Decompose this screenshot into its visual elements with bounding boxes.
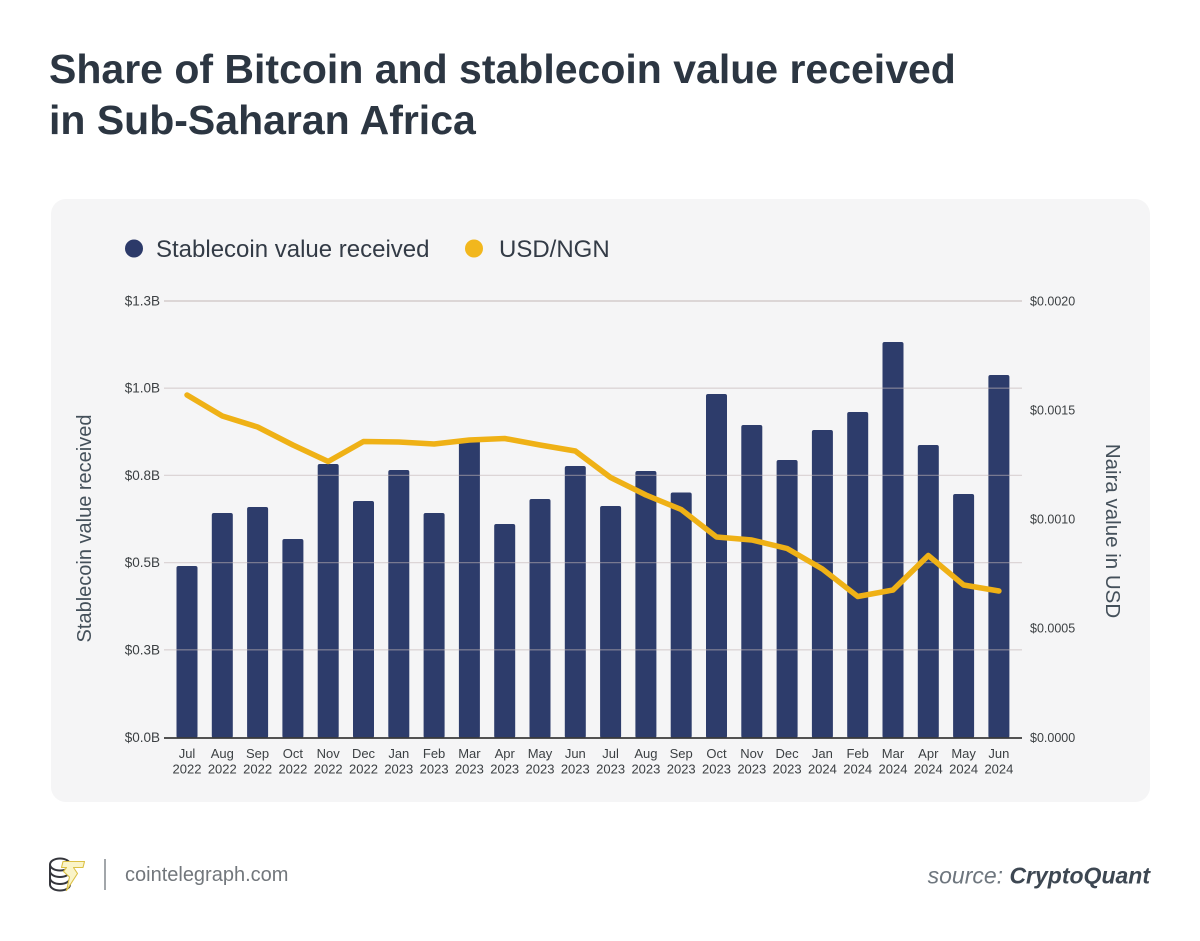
svg-text:Nov: Nov — [317, 746, 341, 761]
svg-text:Feb: Feb — [423, 746, 445, 761]
svg-text:2023: 2023 — [420, 762, 449, 777]
svg-text:Oct: Oct — [283, 746, 304, 761]
svg-text:2024: 2024 — [879, 762, 908, 777]
svg-text:2023: 2023 — [526, 762, 555, 777]
svg-text:2024: 2024 — [808, 762, 837, 777]
svg-text:2024: 2024 — [984, 762, 1013, 777]
svg-text:2022: 2022 — [278, 762, 307, 777]
svg-text:Dec: Dec — [776, 746, 800, 761]
svg-text:Feb: Feb — [846, 746, 868, 761]
svg-text:Stablecoin value received: Stablecoin value received — [156, 236, 430, 263]
svg-text:2022: 2022 — [173, 762, 202, 777]
svg-text:Aug: Aug — [211, 746, 234, 761]
svg-text:2023: 2023 — [561, 762, 590, 777]
svg-text:$0.0015: $0.0015 — [1030, 404, 1075, 418]
svg-text:2023: 2023 — [596, 762, 625, 777]
svg-text:$0.0020: $0.0020 — [1030, 295, 1075, 309]
svg-text:Sep: Sep — [246, 746, 269, 761]
svg-text:$0.0010: $0.0010 — [1030, 513, 1075, 527]
svg-text:Jul: Jul — [602, 746, 619, 761]
svg-text:Sep: Sep — [670, 746, 693, 761]
svg-text:Oct: Oct — [706, 746, 727, 761]
svg-text:Apr: Apr — [495, 746, 516, 761]
svg-text:2022: 2022 — [314, 762, 343, 777]
svg-text:$0.8B: $0.8B — [125, 468, 160, 483]
svg-text:2023: 2023 — [631, 762, 660, 777]
svg-text:Aug: Aug — [634, 746, 657, 761]
svg-text:May: May — [951, 746, 976, 761]
svg-text:Jul: Jul — [179, 746, 196, 761]
svg-text:$0.5B: $0.5B — [125, 555, 160, 570]
svg-text:Jan: Jan — [812, 746, 833, 761]
svg-text:Naira value in USD: Naira value in USD — [1101, 444, 1124, 618]
svg-text:source: CryptoQuant: source: CryptoQuant — [928, 863, 1152, 889]
svg-text:2024: 2024 — [949, 762, 978, 777]
svg-text:Mar: Mar — [882, 746, 905, 761]
svg-text:Nov: Nov — [740, 746, 764, 761]
svg-text:2023: 2023 — [702, 762, 731, 777]
svg-text:2022: 2022 — [208, 762, 237, 777]
svg-text:$0.0000: $0.0000 — [1030, 731, 1075, 745]
svg-text:$0.0005: $0.0005 — [1030, 622, 1075, 636]
svg-text:2023: 2023 — [455, 762, 484, 777]
svg-text:2022: 2022 — [243, 762, 272, 777]
svg-text:2024: 2024 — [843, 762, 872, 777]
svg-text:USD/NGN: USD/NGN — [499, 236, 610, 263]
svg-text:$1.0B: $1.0B — [125, 381, 160, 396]
svg-text:Jun: Jun — [565, 746, 586, 761]
svg-text:2023: 2023 — [490, 762, 519, 777]
svg-text:Apr: Apr — [918, 746, 939, 761]
svg-text:$1.3B: $1.3B — [125, 294, 160, 309]
svg-text:2022: 2022 — [349, 762, 378, 777]
svg-text:2023: 2023 — [737, 762, 766, 777]
svg-text:$0.0B: $0.0B — [125, 730, 160, 745]
svg-text:2024: 2024 — [914, 762, 943, 777]
svg-text:May: May — [528, 746, 553, 761]
svg-text:Jun: Jun — [988, 746, 1009, 761]
svg-text:cointelegraph.com: cointelegraph.com — [125, 864, 288, 886]
svg-text:2023: 2023 — [384, 762, 413, 777]
svg-text:Mar: Mar — [458, 746, 481, 761]
svg-text:Jan: Jan — [388, 746, 409, 761]
svg-text:2023: 2023 — [773, 762, 802, 777]
svg-text:Stablecoin value received: Stablecoin value received — [74, 415, 96, 643]
svg-text:$0.3B: $0.3B — [125, 642, 160, 657]
svg-text:2023: 2023 — [667, 762, 696, 777]
svg-text:Dec: Dec — [352, 746, 376, 761]
